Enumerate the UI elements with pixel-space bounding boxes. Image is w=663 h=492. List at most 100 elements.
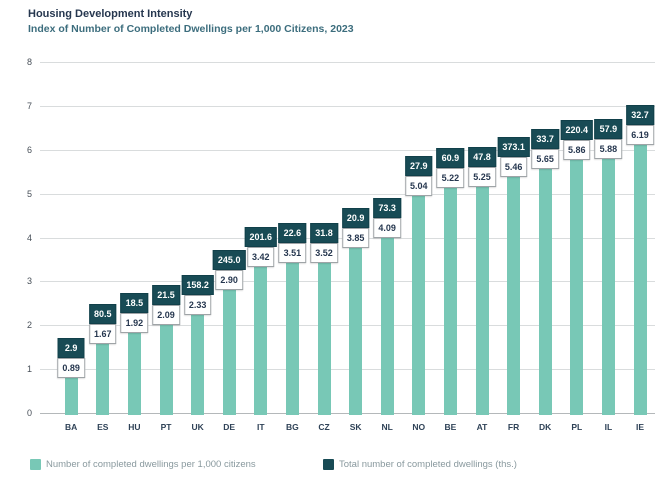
total-dwellings-callout: 245.0: [212, 249, 246, 270]
gridline-y-0: [40, 413, 655, 414]
bar-nl: [380, 233, 394, 415]
total-dwellings-callout: 27.9: [405, 155, 433, 176]
per-1000-value-callout: 0.89: [57, 357, 85, 378]
bar-sk: [349, 244, 363, 415]
total-dwellings-callout: 80.5: [89, 303, 117, 324]
chart-title: Housing Development Intensity: [28, 8, 193, 20]
per-1000-value-callout: 2.33: [183, 294, 212, 315]
bar-pt: [159, 321, 173, 415]
x-axis-category-label: DE: [223, 422, 236, 432]
legend: Number of completed dwellings per 1,000 …: [0, 455, 663, 479]
y-axis-tick-label: 0: [26, 408, 32, 418]
bar-il: [601, 155, 615, 415]
per-1000-value-callout: 5.88: [594, 139, 623, 159]
per-1000-value-callout: 4.09: [373, 217, 401, 238]
bar-no: [412, 191, 426, 415]
total-dwellings-callout: 57.9: [594, 119, 623, 139]
bar-de: [222, 285, 236, 415]
bar-pl: [570, 155, 584, 415]
x-axis-category-label: UK: [191, 422, 204, 432]
total-dwellings-callout: 60.9: [436, 147, 465, 168]
y-axis-tick-label: 5: [26, 188, 32, 199]
total-dwellings-callout: 47.8: [468, 146, 496, 167]
x-axis-category-label: IL: [604, 422, 613, 432]
total-dwellings-callout: 373.1: [497, 137, 530, 158]
y-axis-tick-label: 8: [26, 57, 32, 67]
bar-fr: [507, 173, 521, 415]
total-dwellings-callout: 18.5: [120, 292, 149, 313]
x-axis-category-label: SK: [349, 422, 362, 432]
gridline-y-1: [40, 369, 655, 371]
bar-cz: [317, 258, 331, 415]
bar-uk: [191, 310, 205, 415]
total-dwellings-callout: 220.4: [560, 119, 594, 140]
y-axis-tick-label: 1: [26, 364, 32, 375]
gridline-y-5: [40, 193, 655, 195]
x-axis-category-label: NO: [412, 422, 426, 432]
y-axis-tick-label: 2: [26, 320, 32, 331]
y-axis-tick-label: 6: [26, 144, 32, 155]
total-dwellings-callout: 158.2: [181, 274, 214, 295]
x-axis-category-label: FR: [507, 422, 520, 432]
x-axis-category-label: DK: [539, 422, 552, 432]
per-1000-value-callout: 6.19: [626, 125, 654, 146]
per-1000-value-callout: 5.25: [468, 166, 496, 187]
per-1000-value-callout: 1.67: [89, 323, 117, 344]
chart-subtitle: Index of Number of Completed Dwellings p…: [28, 23, 354, 35]
y-axis-tick-label: 3: [26, 276, 32, 287]
per-1000-value-callout: 5.22: [436, 167, 465, 188]
per-1000-value-callout: 2.09: [152, 305, 180, 326]
total-dwellings-callout: 2.9: [57, 337, 85, 358]
x-axis-category-label: IT: [257, 422, 265, 432]
x-axis-category-label: IE: [635, 422, 645, 432]
total-dwellings-callout: 73.3: [373, 197, 401, 218]
total-dwellings-callout: 22.6: [278, 222, 307, 243]
legend-label-total-dwellings: Total number of completed dwellings (ths…: [339, 459, 517, 470]
x-axis-category-label: NL: [381, 422, 393, 432]
x-axis-category-label: BE: [444, 422, 457, 432]
total-dwellings-callout: 20.9: [341, 208, 370, 229]
bar-be: [443, 183, 457, 415]
legend-label-per-1000-citizens: Number of completed dwellings per 1,000 …: [46, 459, 256, 470]
x-axis-category-label: PL: [571, 422, 583, 432]
bar-at: [475, 182, 489, 415]
y-axis-tick-label: 4: [26, 232, 32, 243]
bar-ba: [64, 373, 78, 415]
per-1000-value-callout: 5.46: [499, 157, 528, 178]
per-1000-value-callout: 5.04: [405, 175, 433, 196]
gridline-y-6: [40, 149, 655, 151]
gridline-y-8: [40, 62, 655, 63]
x-axis-category-label: CZ: [318, 422, 330, 432]
x-axis-category-label: BG: [286, 422, 299, 432]
total-dwellings-callout: 21.5: [152, 285, 180, 306]
total-dwellings-callout: 32.7: [626, 105, 654, 126]
x-axis-category-label: HU: [128, 422, 141, 432]
y-axis-tick-label: 7: [26, 100, 32, 111]
per-1000-value-callout: 2.90: [215, 269, 243, 290]
bar-dk: [538, 165, 552, 415]
x-axis-category-label: PT: [160, 422, 172, 432]
per-1000-value-callout: 1.92: [120, 312, 149, 333]
x-axis-category-label: AT: [476, 422, 488, 432]
per-1000-value-callout: 3.51: [278, 242, 307, 263]
total-dwellings-callout: 31.8: [310, 222, 338, 243]
gridline-y-2: [40, 325, 655, 327]
gridline-y-3: [40, 281, 655, 283]
per-1000-value-callout: 5.65: [531, 149, 559, 170]
bar-ie: [633, 141, 647, 415]
total-dwellings-callout: 33.7: [531, 129, 559, 150]
x-axis-category-label: BA: [65, 422, 78, 432]
per-1000-value-callout: 3.42: [247, 246, 275, 267]
per-1000-value-callout: 5.86: [563, 139, 591, 160]
bar-it: [254, 262, 268, 415]
per-1000-value-callout: 3.52: [310, 242, 338, 263]
gridline-y-7: [40, 105, 655, 107]
bar-bg: [285, 258, 299, 415]
bar-es: [96, 339, 110, 415]
total-dwellings-callout: 201.6: [244, 226, 278, 247]
bar-hu: [127, 328, 141, 415]
per-1000-value-callout: 3.85: [341, 228, 370, 249]
legend-swatch-total-dwellings: [323, 459, 334, 470]
x-axis-category-label: ES: [97, 422, 109, 432]
